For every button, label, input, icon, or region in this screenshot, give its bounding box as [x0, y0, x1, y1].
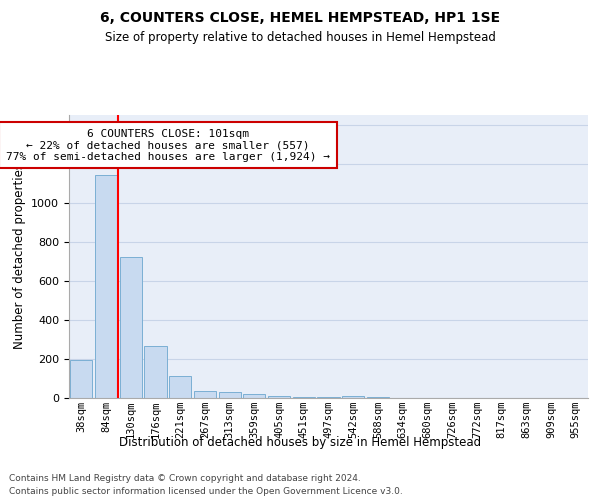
Bar: [293, 396, 315, 398]
Text: Contains HM Land Registry data © Crown copyright and database right 2024.: Contains HM Land Registry data © Crown c…: [9, 474, 361, 483]
Bar: [119, 257, 142, 398]
Bar: [268, 396, 290, 398]
Bar: [194, 390, 216, 398]
Bar: [95, 176, 117, 398]
Text: Contains public sector information licensed under the Open Government Licence v3: Contains public sector information licen…: [9, 487, 403, 496]
Text: Distribution of detached houses by size in Hemel Hempstead: Distribution of detached houses by size …: [119, 436, 481, 449]
Bar: [342, 396, 364, 398]
Text: 6, COUNTERS CLOSE, HEMEL HEMPSTEAD, HP1 1SE: 6, COUNTERS CLOSE, HEMEL HEMPSTEAD, HP1 …: [100, 12, 500, 26]
Bar: [145, 346, 167, 398]
Bar: [70, 360, 92, 398]
Text: Size of property relative to detached houses in Hemel Hempstead: Size of property relative to detached ho…: [104, 31, 496, 44]
Bar: [169, 376, 191, 398]
Text: 6 COUNTERS CLOSE: 101sqm
← 22% of detached houses are smaller (557)
77% of semi-: 6 COUNTERS CLOSE: 101sqm ← 22% of detach…: [6, 128, 330, 162]
Bar: [218, 392, 241, 398]
Y-axis label: Number of detached properties: Number of detached properties: [13, 163, 26, 350]
Bar: [243, 394, 265, 398]
